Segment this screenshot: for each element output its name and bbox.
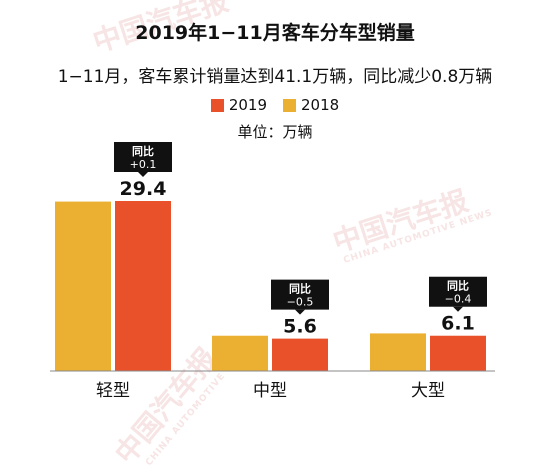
legend-swatch-2018	[283, 98, 296, 112]
category-label: 中型	[253, 381, 287, 401]
yoy-callout-pointer	[453, 306, 463, 312]
bar-2019	[272, 338, 328, 371]
yoy-callout-box	[271, 279, 329, 310]
legend-item-2018: 2018	[283, 96, 339, 114]
chart-title: 2019年1−11月客车分车型销量	[135, 22, 415, 44]
chart-subtitle: 1−11月，客车累计销量达到41.1万辆，同比减少0.8万辆	[57, 67, 493, 87]
unit-label: 单位：万辆	[237, 123, 313, 141]
category-label: 轻型	[96, 381, 130, 401]
data-label: 29.4	[120, 178, 167, 200]
yoy-callout-box	[114, 142, 172, 172]
yoy-callout-pointer	[138, 172, 148, 177]
legend-label-2018: 2018	[301, 96, 340, 114]
yoy-label: 同比	[132, 144, 154, 158]
category-label: 大型	[411, 381, 445, 401]
yoy-callout-box	[429, 276, 487, 307]
yoy-callout-pointer	[295, 309, 305, 315]
legend-item-2019: 2019	[210, 96, 267, 114]
bar-2019	[115, 201, 171, 371]
yoy-value: −0.5	[287, 296, 314, 309]
yoy-label: 同比	[289, 282, 311, 296]
bar-2018	[370, 333, 426, 371]
legend: 2019 2018	[0, 96, 550, 114]
data-label: 5.6	[283, 316, 317, 338]
bar-2018	[55, 201, 111, 371]
yoy-value: +0.1	[130, 158, 157, 171]
yoy-label: 同比	[447, 279, 469, 293]
legend-label-2019: 2019	[228, 96, 267, 114]
yoy-value: −0.4	[445, 293, 472, 306]
bar-2019	[430, 335, 486, 371]
data-label: 6.1	[441, 313, 475, 335]
bar-2018	[212, 335, 268, 371]
legend-swatch-2019	[210, 98, 224, 112]
